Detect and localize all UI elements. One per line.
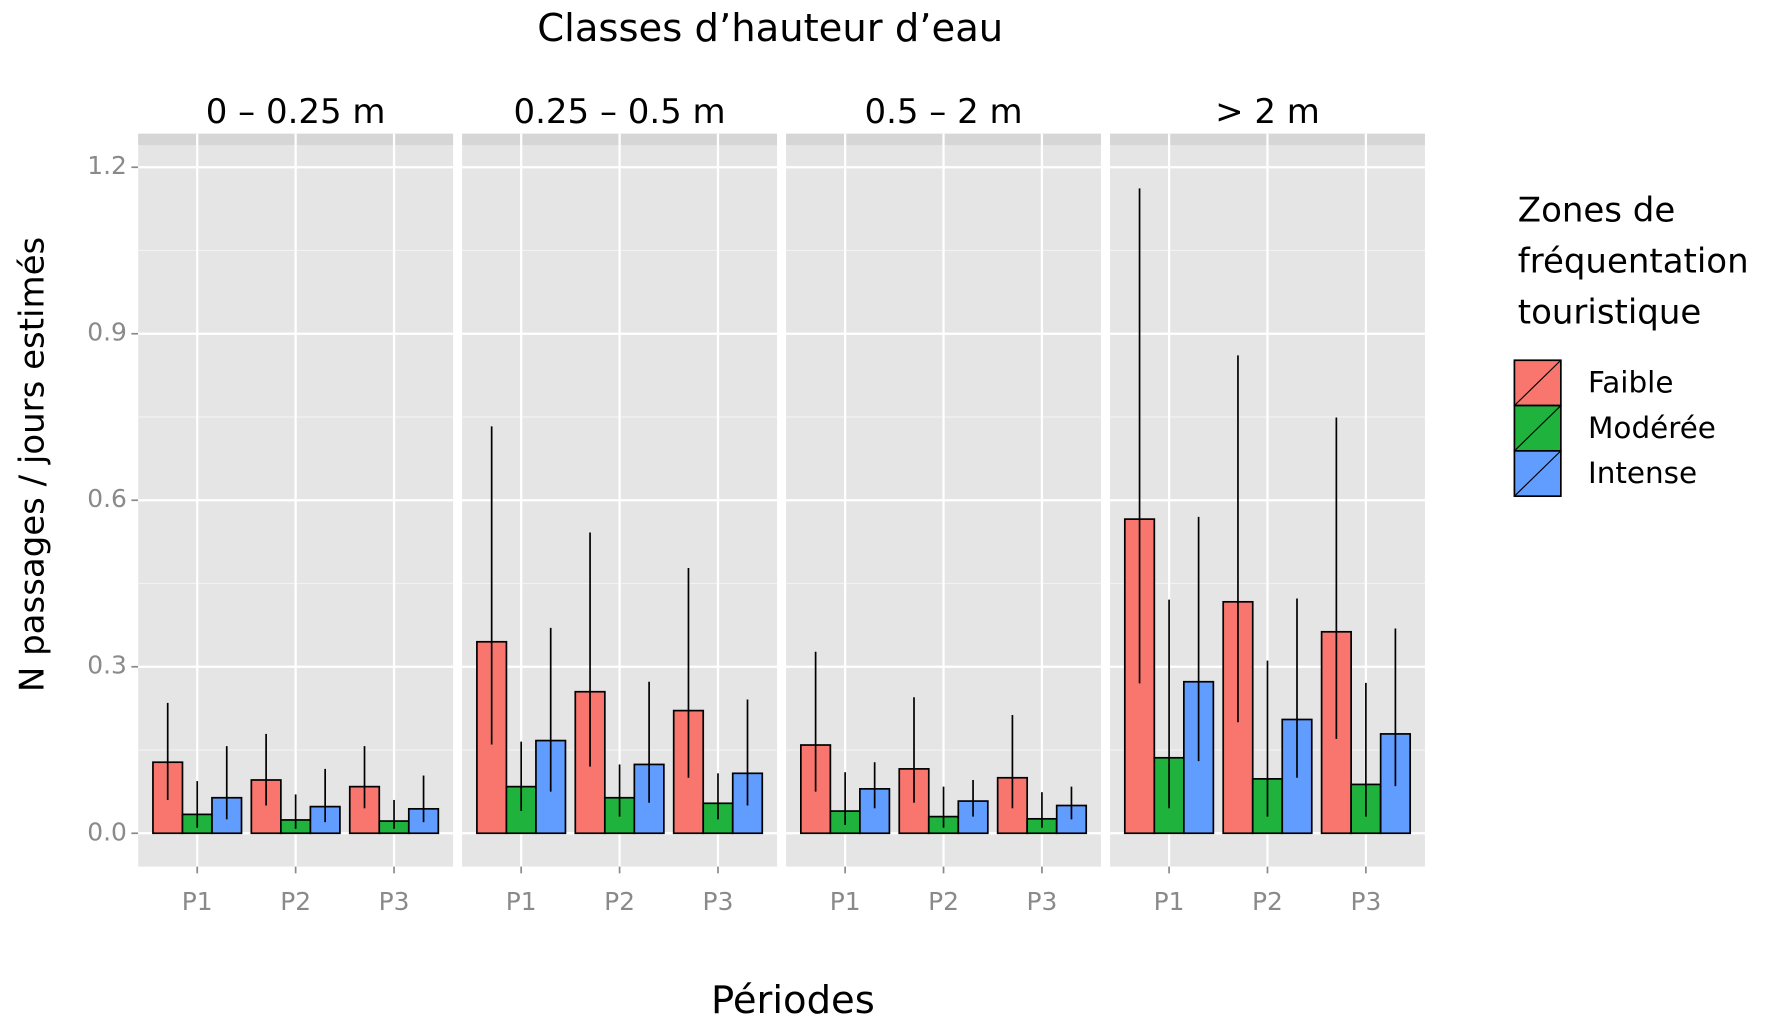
legend-label: Intense [1588,456,1697,490]
x-tick-label: P2 [604,887,635,916]
y-tick-label: 0.9 [87,318,127,347]
x-tick-label: P1 [1154,887,1185,916]
x-tick-label: P2 [928,887,959,916]
legend-title: fréquentation [1518,241,1749,281]
facet-title: 0.25 – 0.5 m [514,92,726,132]
y-axis-label: N passages / jours estimés [12,237,52,692]
y-tick-label: 1.2 [87,151,127,180]
x-tick-label: P1 [182,887,213,916]
x-tick-label: P2 [280,887,311,916]
legend-slash [1514,450,1562,497]
x-tick-label: P3 [1350,887,1381,916]
legend-slash [1514,359,1562,406]
legend-label: Faible [1588,366,1673,400]
facet-title: > 2 m [1215,92,1320,132]
y-tick-label: 0.0 [87,817,127,846]
x-tick-label: P3 [379,887,410,916]
legend-title: touristique [1518,292,1701,332]
y-tick-label: 0.6 [87,484,127,513]
x-tick-label: P1 [830,887,861,916]
legend-label: Modérée [1588,411,1716,445]
legend-title: Zones de [1518,190,1675,230]
facet-title: 0 – 0.25 m [206,92,386,132]
legend-slash [1514,405,1562,452]
x-axis-label: Périodes [711,978,875,1015]
y-tick-label: 0.3 [87,651,127,680]
x-tick-label: P3 [703,887,734,916]
x-tick-label: P1 [506,887,537,916]
x-tick-label: P3 [1026,887,1057,916]
facet-title: 0.5 – 2 m [864,92,1022,132]
chart-title: Classes d’hauteur d’eau [537,6,1003,51]
x-tick-label: P2 [1252,887,1283,916]
